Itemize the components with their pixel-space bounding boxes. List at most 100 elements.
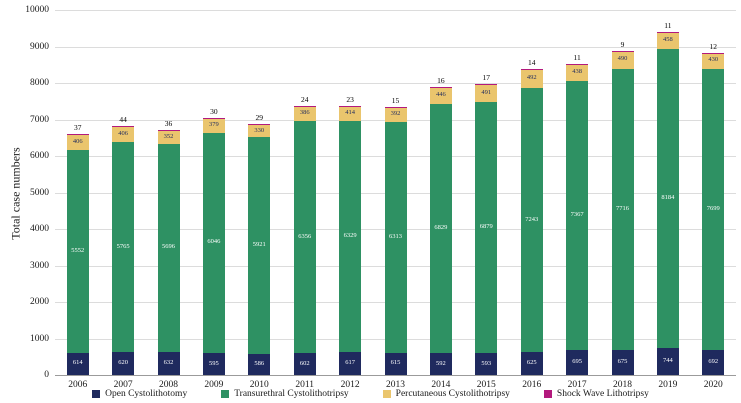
segment-value-label: 330	[254, 126, 265, 134]
bar-top-value-label: 11	[573, 53, 581, 63]
y-tick-label: 9000	[30, 41, 49, 52]
segment-value-label: 406	[118, 130, 128, 138]
bar-segment	[293, 353, 316, 375]
segment-value-label: 5921	[252, 241, 266, 249]
segment-value-label: 632	[163, 358, 174, 366]
legend-item: Percutaneous Cystolithotripsy	[382, 389, 510, 399]
legend-label: Open Cystolithotomy	[105, 389, 188, 399]
legend-item: Open Cystolithotomy	[92, 389, 187, 399]
segment-value-label: 620	[118, 359, 128, 367]
bar-segment	[293, 121, 316, 354]
x-tick-label: 2010	[249, 380, 269, 390]
bar-segment	[112, 125, 135, 128]
legend: Open Cystolithotomy Transurethral Cystoli…	[0, 389, 741, 399]
bar-segment	[566, 349, 589, 375]
y-tick-label: 5000	[30, 187, 49, 198]
segment-value-label: 593	[481, 359, 492, 367]
x-tick-label: 2007	[113, 380, 133, 390]
bar-segment	[429, 87, 452, 105]
x-tick-label: 2018	[612, 380, 632, 390]
segment-value-label: 7243	[525, 215, 539, 223]
bar-top-value-label: 44	[119, 114, 127, 124]
y-tick-label: 3000	[30, 260, 49, 271]
segment-value-label: 5552	[71, 246, 85, 254]
bar-segment	[293, 106, 316, 122]
bar-segment	[475, 353, 498, 375]
bar-segment	[475, 84, 498, 103]
legend-label: Percutaneous Cystolithotripsy	[395, 389, 510, 399]
bar-segment	[566, 64, 589, 81]
bar-segment	[112, 352, 135, 375]
segment-value-label: 6046	[207, 238, 221, 246]
bar-segment	[566, 80, 589, 350]
legend-swatch-icon	[382, 390, 391, 398]
bar-segment	[248, 124, 271, 126]
segment-value-label: 6313	[389, 232, 402, 240]
legend-swatch-icon	[221, 390, 230, 398]
segment-value-label: 625	[526, 359, 537, 367]
bar-segment	[566, 64, 589, 66]
bar-segment	[339, 106, 362, 122]
segment-value-label: 695	[572, 357, 582, 365]
bar-top-value-label: 14	[527, 58, 536, 68]
bar-segment	[702, 52, 725, 54]
bar-segment	[520, 69, 543, 88]
segment-value-label: 492	[526, 74, 537, 82]
segment-value-label: 614	[72, 359, 83, 367]
segment-value-label: 491	[481, 88, 492, 96]
x-tick-label: 2011	[295, 380, 315, 390]
x-tick-label: 2012	[340, 380, 360, 390]
bar-segment	[520, 69, 543, 71]
segment-value-label: 438	[572, 68, 582, 76]
x-axis-line	[55, 375, 736, 376]
bar-segment	[702, 53, 725, 69]
segment-value-label: 490	[617, 55, 628, 63]
segment-value-label: 595	[209, 359, 219, 367]
bar-segment	[202, 118, 225, 133]
gridline	[55, 83, 736, 84]
y-tick-label: 7000	[30, 114, 49, 125]
bar-segment	[157, 129, 180, 132]
bar-segment	[66, 135, 89, 150]
bar-segment	[429, 104, 452, 354]
segment-value-label: 8184	[661, 193, 675, 201]
x-tick-label: 2015	[476, 380, 496, 390]
bar-top-value-label: 30	[210, 106, 218, 116]
segment-value-label: 6829	[434, 224, 448, 232]
bar-segment	[339, 105, 362, 107]
bar-segment	[656, 49, 679, 348]
y-tick-label: 0	[44, 370, 49, 380]
gridline	[55, 10, 736, 11]
bar-segment	[157, 144, 180, 352]
bar-segment	[112, 141, 135, 353]
segment-value-label: 392	[390, 110, 401, 118]
segment-value-label: 6879	[479, 223, 493, 231]
bar-segment	[702, 349, 725, 375]
bar-segment	[157, 131, 180, 145]
bar-segment	[475, 102, 498, 354]
segment-value-label: 430	[708, 56, 719, 64]
bar-segment	[656, 347, 679, 375]
y-tick-label: 10000	[25, 5, 49, 15]
x-tick-label: 2016	[522, 380, 542, 390]
segment-value-label: 5696	[162, 243, 175, 251]
bar-segment	[384, 107, 407, 109]
bar-top-value-label: 15	[391, 96, 400, 106]
gridline	[55, 46, 736, 48]
legend-item: Transurethral Cystolithotripsy	[221, 389, 349, 399]
segment-value-label: 7367	[570, 210, 584, 218]
segment-value-label: 7699	[706, 204, 720, 212]
segment-value-label: 6356	[298, 232, 312, 240]
bar-segment	[702, 68, 725, 350]
x-tick-label: 2013	[385, 380, 405, 390]
bar-segment	[248, 137, 271, 354]
bar-top-value-label: 9	[620, 39, 625, 49]
bar-segment	[384, 122, 407, 353]
y-tick-label: 1000	[30, 333, 49, 344]
segment-value-label: 602	[299, 359, 310, 367]
segment-value-label: 386	[299, 109, 310, 117]
bar-segment	[384, 352, 407, 375]
bar-segment	[520, 352, 543, 375]
bar-segment	[66, 133, 89, 136]
segment-value-label: 458	[663, 36, 673, 44]
